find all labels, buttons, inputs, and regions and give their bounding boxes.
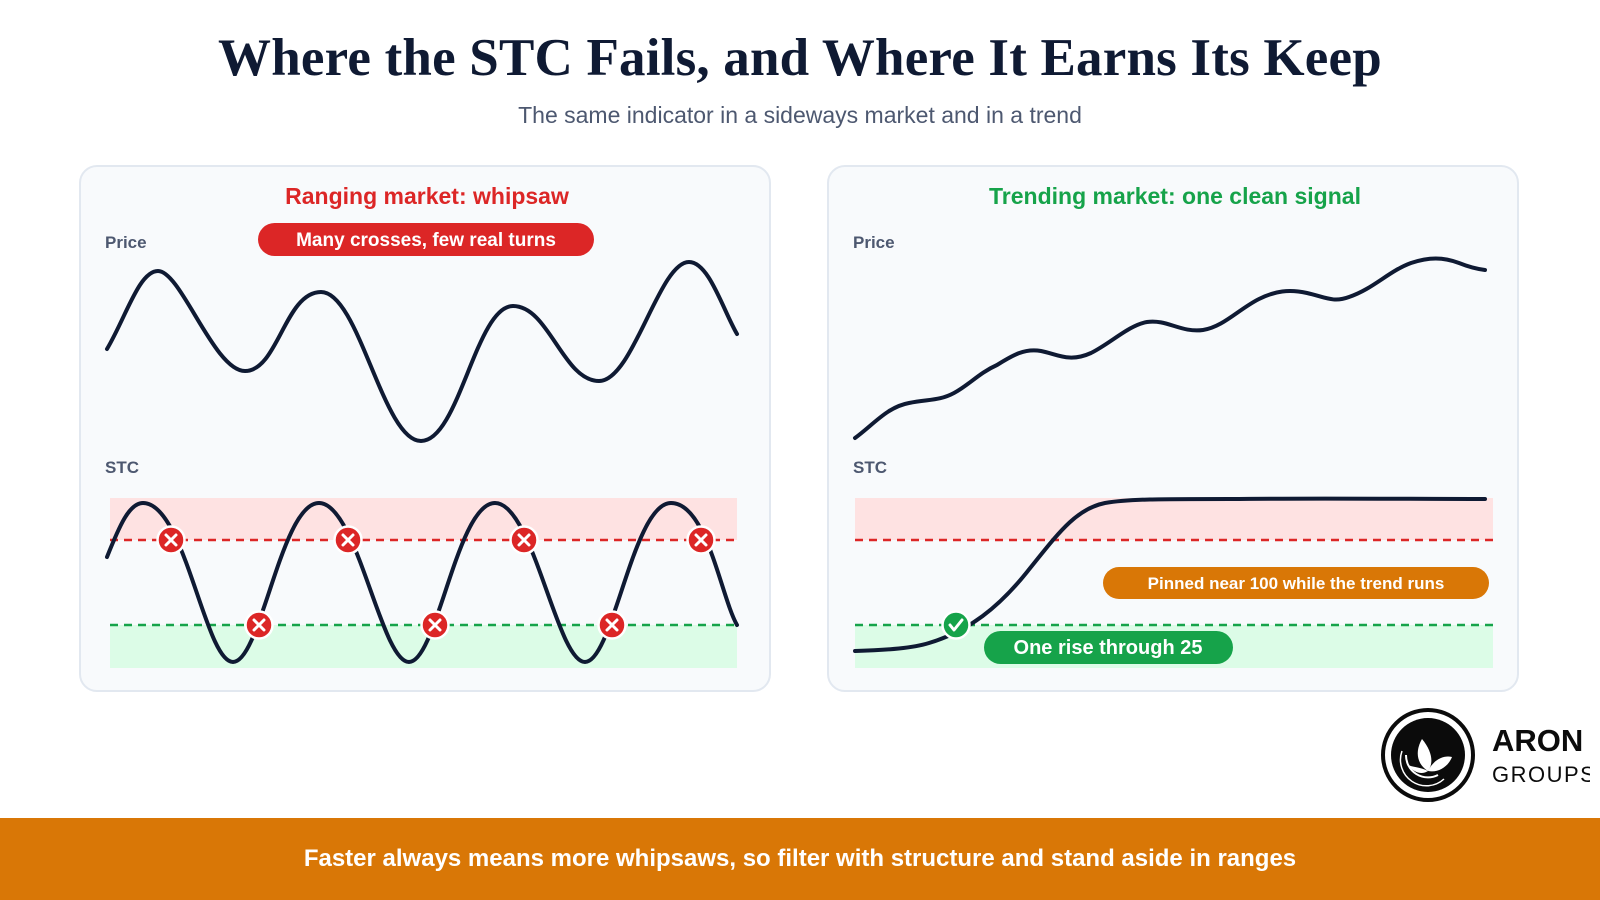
x-circle-icon: [156, 525, 186, 555]
trending-heading: Trending market: one clean signal: [989, 183, 1361, 209]
trending-market-diagram: Trending market: one clean signal Price …: [853, 183, 1493, 668]
ranging-stc-line: [105, 500, 739, 665]
x-circle-icon: [420, 610, 450, 640]
ranging-heading: Ranging market: whipsaw: [285, 183, 569, 209]
ranging-market-diagram: Ranging market: whipsaw Many crosses, fe…: [105, 183, 739, 668]
ranging-badge-bg: [258, 223, 594, 256]
aron-groups-logo: ARON GROUPS: [1380, 707, 1595, 803]
pinned-badge: Pinned near 100 while the trend runs: [1148, 574, 1445, 593]
logo-mark: ARON GROUPS: [1381, 708, 1595, 802]
x-circle-icon: [597, 610, 627, 640]
rise-badge: One rise through 25: [1014, 637, 1203, 659]
x-circle-icon: [509, 525, 539, 555]
page-title: Where the STC Fails, and Where It Earns …: [218, 29, 1382, 87]
ranging-price-label: Price: [105, 233, 147, 252]
page-subtitle: The same indicator in a sideways market …: [518, 102, 1082, 128]
ranging-badge: Many crosses, few real turns: [296, 230, 556, 251]
ranging-failed-crosses: [156, 525, 716, 640]
x-circle-icon: [333, 525, 363, 555]
footer-banner: Faster always means more whipsaws, so fi…: [0, 818, 1600, 900]
trending-stc-label: STC: [853, 458, 887, 477]
trending-price-line: [853, 256, 1487, 440]
trending-price-label: Price: [853, 233, 895, 252]
ranging-stc-label: STC: [105, 458, 139, 477]
trending-market-panel: Trending market: one clean signal Price …: [827, 165, 1519, 692]
ranging-overbought-zone: [110, 498, 737, 540]
x-circle-icon: [244, 610, 274, 640]
trending-stc-line: [853, 496, 1487, 653]
pinned-badge-bg: [1103, 567, 1489, 599]
x-circle-icon: [686, 525, 716, 555]
check-circle-icon: [941, 610, 971, 640]
ranging-price-line: [105, 259, 739, 444]
ranging-market-panel: Ranging market: whipsaw Many crosses, fe…: [79, 165, 771, 692]
rise-badge-bg: [984, 631, 1233, 664]
logo-sub: GROUPS: [1492, 762, 1590, 787]
leaf-circle-icon: [1381, 708, 1475, 802]
logo-brand: ARON: [1492, 723, 1583, 758]
trending-overbought-zone: [855, 498, 1493, 540]
